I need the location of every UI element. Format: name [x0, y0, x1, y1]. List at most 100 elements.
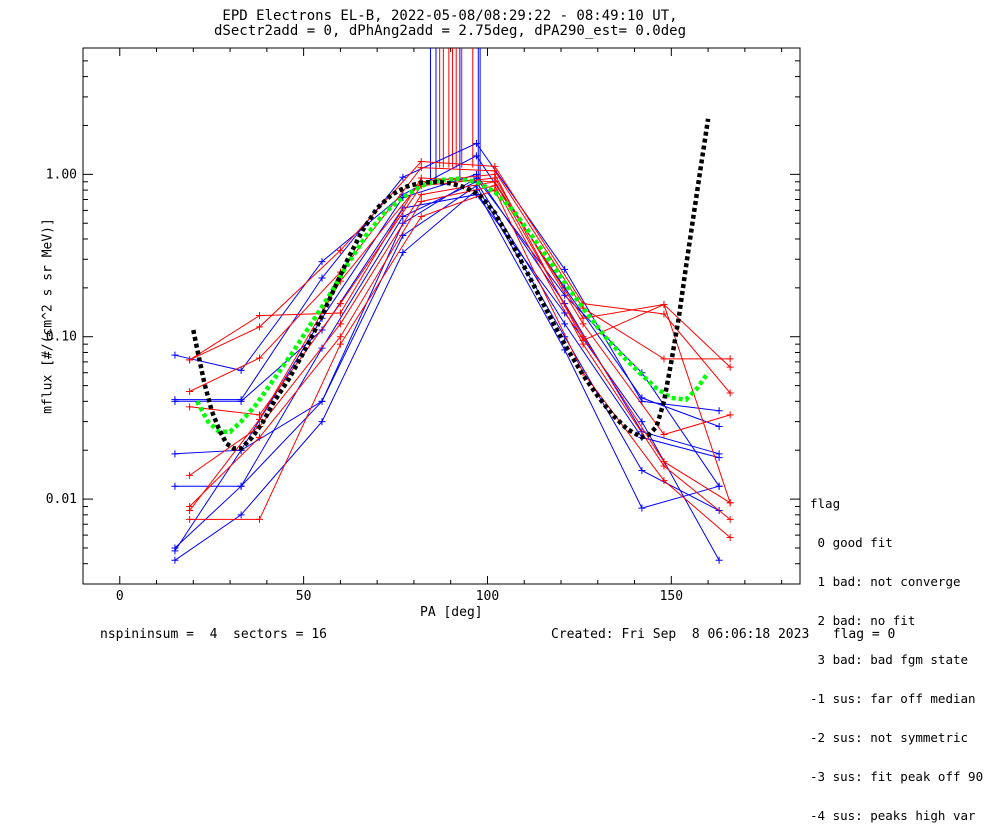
red-data-point [726, 515, 734, 523]
red-data-point [660, 477, 668, 485]
red-data-point [417, 213, 425, 221]
red-data-point [417, 191, 425, 199]
red-data-point [660, 458, 668, 466]
red-data-point [186, 403, 194, 411]
red-data-point [491, 178, 499, 186]
legend-item: -2 sus: not symmetric [810, 730, 969, 745]
chart-subtitle: dSectr2add = 0, dPhAng2add = 2.75deg, dP… [213, 23, 686, 39]
x-tick-label: 0 [116, 589, 124, 604]
red-data-point [255, 433, 263, 441]
red-data-point [336, 300, 344, 308]
blue-data-point [237, 366, 245, 374]
blue-data-point [171, 397, 179, 405]
red-series-line [189, 185, 731, 520]
x-tick-label: 100 [476, 589, 499, 604]
legend-item: 2 bad: no fit [810, 613, 916, 628]
red-data-point [660, 430, 668, 438]
red-data-point [336, 246, 344, 254]
red-data-point [336, 333, 344, 341]
legend-item: -3 sus: fit peak off 90 [810, 769, 984, 784]
blue-data-point [638, 467, 646, 475]
y-tick-label: 0.10 [46, 330, 77, 345]
red-series-line [189, 189, 731, 538]
red-data-point [255, 515, 263, 523]
red-series-line [189, 177, 731, 436]
blue-series-line [174, 177, 720, 552]
red-data-point [255, 323, 263, 331]
red-data-point [255, 354, 263, 362]
blue-data-point [715, 407, 723, 415]
red-data-point [186, 387, 194, 395]
red-data-point [255, 312, 263, 320]
blue-data-point [472, 139, 480, 147]
blue-data-point [318, 258, 326, 266]
blue-data-point [171, 482, 179, 490]
black-fit-curve [191, 118, 711, 451]
red-data-point [726, 389, 734, 397]
red-data-point [660, 300, 668, 308]
y-axis-label: mflux [#/(cm^2 s sr MeV)] [40, 218, 56, 414]
legend-item: -1 sus: far off median [810, 691, 976, 706]
red-data-point [336, 340, 344, 348]
blue-series-line [174, 185, 720, 549]
blue-data-point [237, 397, 245, 405]
red-data-point [726, 499, 734, 507]
blue-data-point [318, 326, 326, 334]
red-data-point [726, 355, 734, 363]
legend-item: 3 bad: bad fgm state [810, 652, 969, 667]
x-axis-label: PA [deg] [420, 605, 483, 620]
blue-data-point [171, 450, 179, 458]
blue-series-line [174, 155, 720, 427]
blue-data-point [237, 482, 245, 490]
red-series-line [189, 167, 731, 392]
green-fit-curve [195, 176, 710, 434]
blue-series-line [174, 194, 720, 561]
red-data-point [491, 162, 499, 170]
x-tick-label: 50 [296, 589, 312, 604]
blue-data-point [715, 422, 723, 430]
chart-title: EPD Electrons EL-B, 2022-05-08/08:29:22 … [222, 8, 678, 24]
red-series-line [189, 177, 731, 368]
red-data-point [186, 471, 194, 479]
blue-series-line [174, 189, 720, 561]
red-data-point [417, 164, 425, 172]
plot-frame [82, 47, 801, 585]
legend-item: 0 good fit [810, 535, 893, 550]
blue-series-line [174, 173, 720, 455]
footer-sampling-info: nspininsum = 4 sectors = 16 [100, 627, 327, 642]
blue-data-point [237, 511, 245, 519]
blue-data-point [318, 397, 326, 405]
blue-data-point [561, 265, 569, 273]
red-series-line [189, 181, 731, 504]
blue-data-point [715, 556, 723, 564]
red-data-point [417, 157, 425, 165]
y-tick-label: 1.00 [46, 167, 77, 182]
blue-data-point [561, 320, 569, 328]
blue-data-point [715, 450, 723, 458]
red-data-point [579, 314, 587, 322]
flag-legend: flag 0 good fit 1 bad: not converge 2 ba… [810, 471, 983, 835]
red-data-point [726, 411, 734, 419]
blue-data-point [472, 152, 480, 160]
red-data-point [579, 336, 587, 344]
blue-data-point [171, 547, 179, 555]
footer-created-info: Created: Fri Sep 8 06:06:18 2023 flag = … [551, 627, 896, 642]
blue-data-point [715, 482, 723, 490]
red-data-point [660, 355, 668, 363]
blue-data-point [638, 504, 646, 512]
plot-area: 0 50 100 150 0.01 0.10 1.00 [46, 47, 801, 604]
blue-data-point [638, 418, 646, 426]
legend-title: flag [810, 496, 841, 511]
legend-item: -4 sus: peaks high var [810, 808, 976, 823]
red-series-line [189, 160, 731, 394]
red-data-point [186, 507, 194, 515]
blue-data-point [318, 418, 326, 426]
blue-data-point [399, 173, 407, 181]
red-data-point [726, 534, 734, 542]
blue-data-point [171, 556, 179, 564]
red-data-point [186, 515, 194, 523]
legend-item: 1 bad: not converge [810, 574, 961, 589]
red-data-point [417, 198, 425, 206]
red-data-point [336, 320, 344, 328]
blue-data-point [399, 249, 407, 257]
